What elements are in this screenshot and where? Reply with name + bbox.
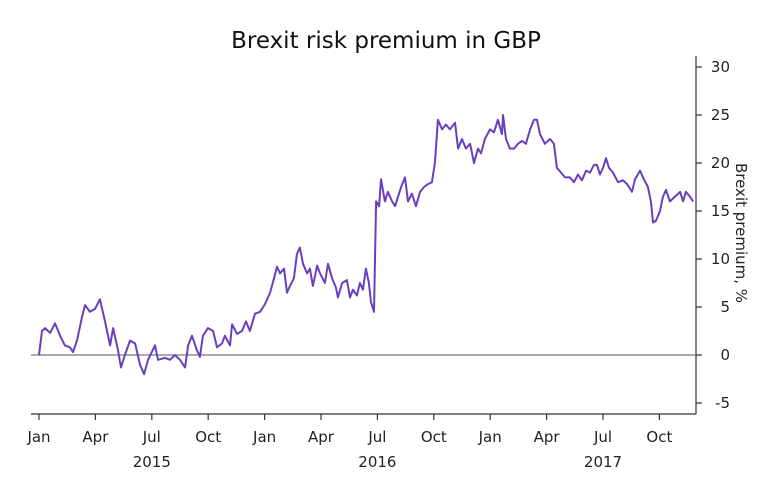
x-tick-label: Jan: [478, 428, 502, 446]
chart-title: Brexit risk premium in GBP: [231, 28, 541, 54]
x-tick-label: Jul: [142, 428, 161, 446]
year-label: 2016: [358, 453, 396, 471]
x-tick-label: Oct: [195, 428, 221, 446]
x-tick-label: Jul: [367, 428, 386, 446]
x-tick-label: Oct: [421, 428, 447, 446]
y-tick-label: 20: [711, 154, 730, 172]
x-tick-label: Jan: [26, 428, 50, 446]
y-tick-label: 0: [720, 346, 730, 364]
x-tick-label: Apr: [82, 428, 109, 446]
x-tick-label: Jul: [593, 428, 612, 446]
year-label: 2015: [133, 453, 171, 471]
y-axis-label: Brexit premium, %: [732, 163, 750, 303]
y-tick-label: -5: [715, 394, 730, 412]
x-tick-label: Apr: [534, 428, 561, 446]
x-tick-label: Jan: [252, 428, 276, 446]
series-layer: [38, 114, 694, 376]
year-label: 2017: [584, 453, 622, 471]
y-tick-label: 5: [720, 298, 730, 316]
series-line-brexit-premium: [38, 114, 694, 376]
y-tick-label: 30: [711, 58, 730, 76]
y-tick-label: 10: [711, 250, 730, 268]
x-tick-label: Apr: [308, 428, 335, 446]
y-tick-label: 25: [711, 106, 730, 124]
y-tick-label: 15: [711, 202, 730, 220]
x-tick-label: Oct: [646, 428, 672, 446]
